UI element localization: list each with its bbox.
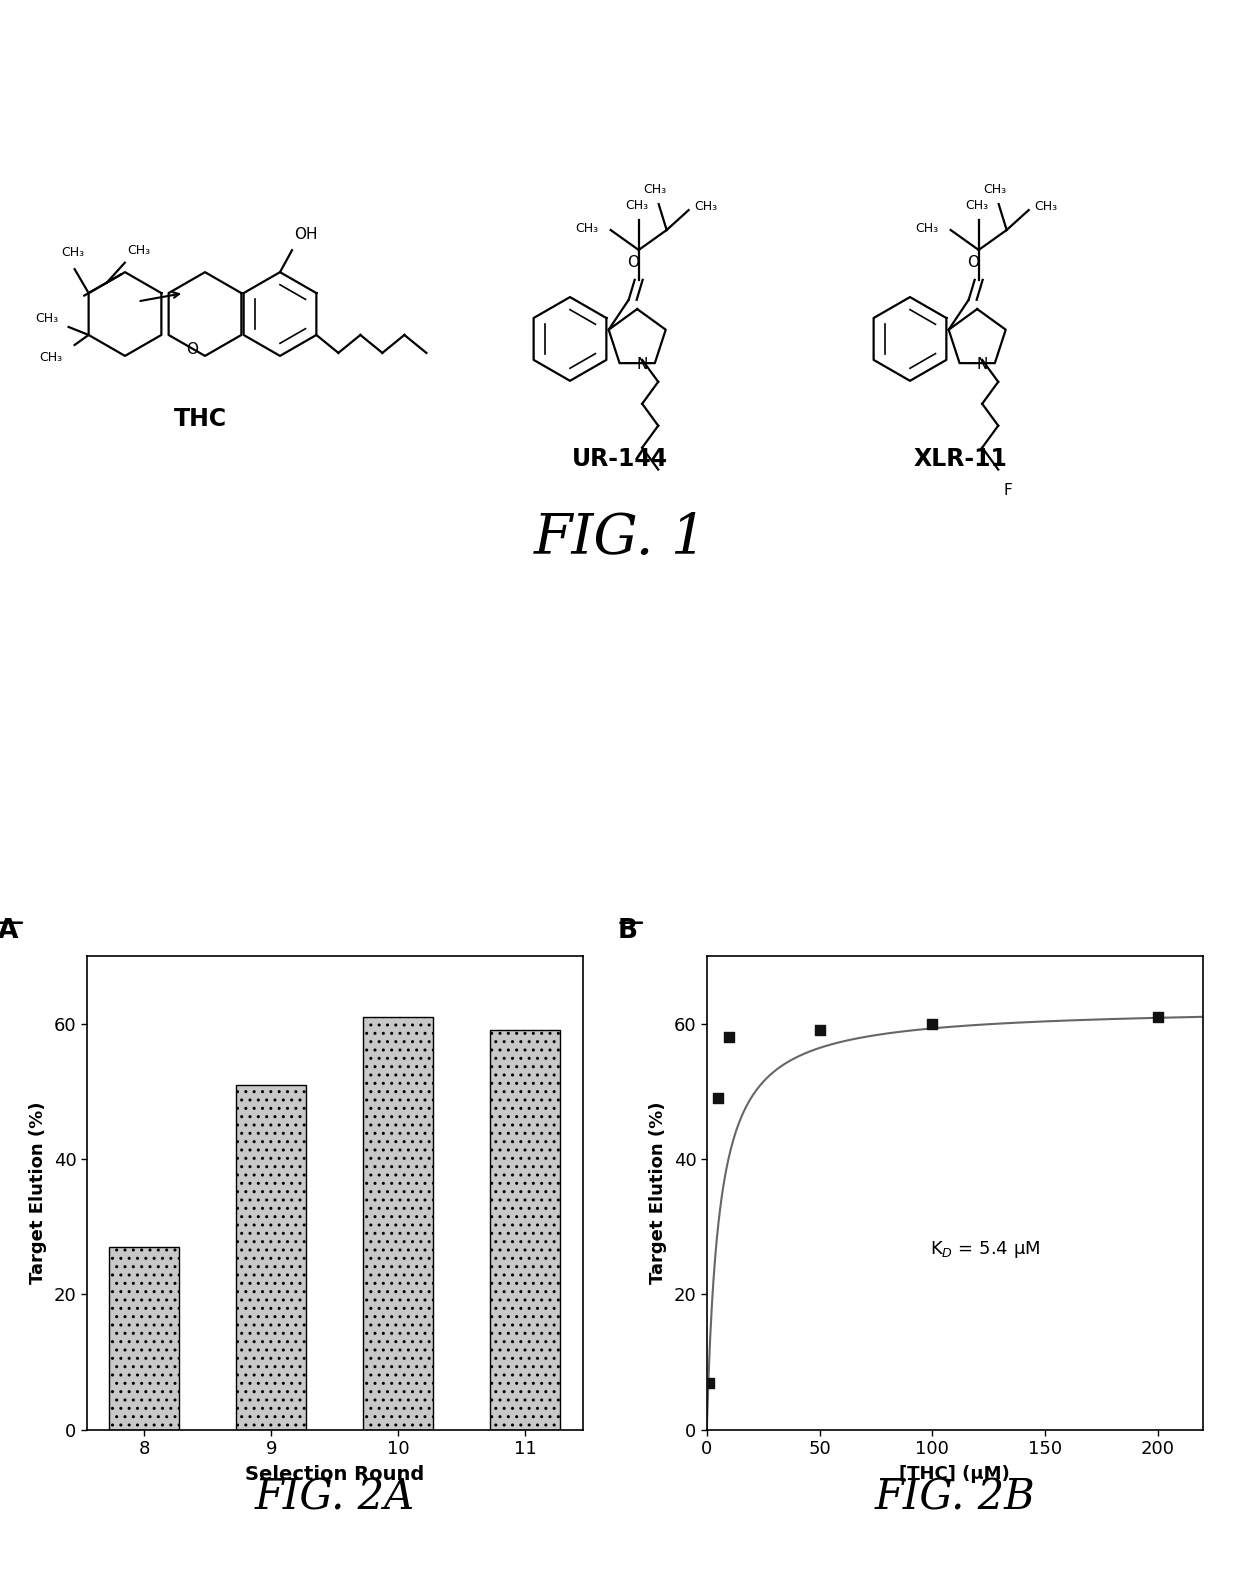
- Text: THC: THC: [174, 406, 227, 431]
- Text: FIG. 2B: FIG. 2B: [874, 1477, 1035, 1518]
- Text: FIG. 2A: FIG. 2A: [254, 1477, 415, 1518]
- Text: B: B: [618, 918, 637, 943]
- Text: CH₃: CH₃: [694, 199, 718, 213]
- Text: O: O: [186, 343, 198, 357]
- Text: OH: OH: [294, 228, 317, 242]
- Bar: [237, 1084, 306, 1430]
- Text: O: O: [967, 254, 978, 270]
- Text: CH₃: CH₃: [40, 351, 62, 363]
- Text: FIG. 1: FIG. 1: [533, 510, 707, 566]
- Text: CH₃: CH₃: [35, 311, 58, 325]
- Text: CH₃: CH₃: [126, 243, 150, 256]
- Text: XLR-11: XLR-11: [913, 447, 1007, 471]
- Bar: [109, 1247, 180, 1430]
- X-axis label: [THC] (μM): [THC] (μM): [899, 1465, 1011, 1484]
- Point: [699, 1370, 719, 1395]
- Text: CH₃: CH₃: [625, 199, 649, 212]
- Text: CH₃: CH₃: [1034, 199, 1058, 213]
- Text: CH₃: CH₃: [575, 221, 599, 234]
- X-axis label: Selection Round: Selection Round: [246, 1465, 424, 1484]
- Point: [708, 1085, 728, 1111]
- Point: [923, 1011, 942, 1036]
- Y-axis label: Target Elution (%): Target Elution (%): [649, 1101, 667, 1285]
- Text: CH₃: CH₃: [61, 246, 84, 259]
- Text: K$_D$ = 5.4 μM: K$_D$ = 5.4 μM: [930, 1239, 1040, 1261]
- Text: CH₃: CH₃: [915, 221, 939, 234]
- Text: UR-144: UR-144: [572, 447, 668, 471]
- Text: CH₃: CH₃: [983, 183, 1006, 196]
- Bar: [363, 1018, 433, 1430]
- Text: N: N: [636, 357, 647, 371]
- Y-axis label: Target Elution (%): Target Elution (%): [29, 1101, 47, 1285]
- Text: CH₃: CH₃: [965, 199, 988, 212]
- Point: [810, 1018, 830, 1043]
- Text: A: A: [0, 918, 17, 943]
- Text: N: N: [977, 357, 988, 371]
- Text: O: O: [626, 254, 639, 270]
- Point: [719, 1024, 739, 1049]
- Bar: [490, 1030, 560, 1430]
- Text: F: F: [1004, 483, 1013, 499]
- Point: [1148, 1005, 1168, 1030]
- Text: CH₃: CH₃: [644, 183, 666, 196]
